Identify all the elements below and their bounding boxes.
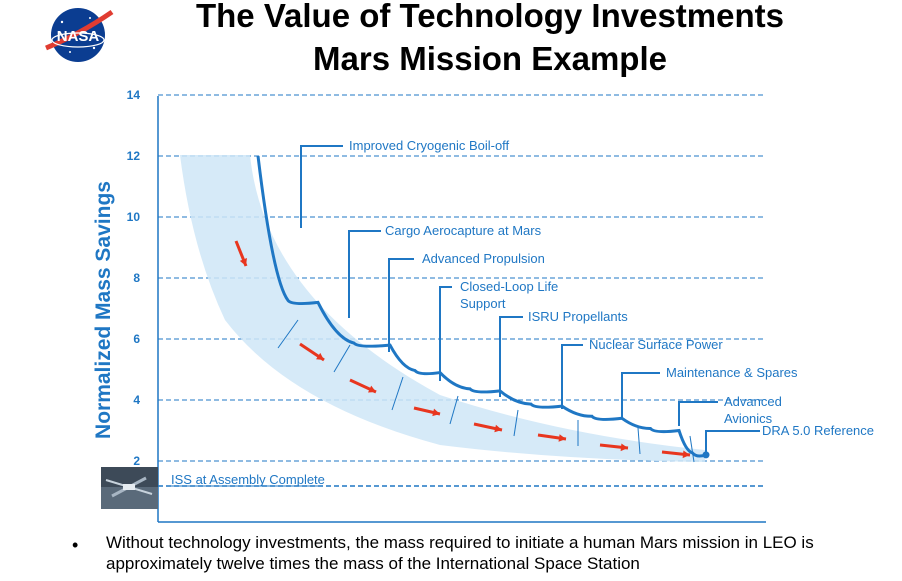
iss-reference: ISS at Assembly Complete — [101, 467, 766, 509]
logo-text: NASA — [57, 28, 100, 45]
leader-line-2 — [388, 258, 414, 352]
trend-arrow-head-1 — [316, 352, 324, 360]
iss-label: ISS at Assembly Complete — [171, 472, 325, 487]
title-line-1: The Value of Technology Investments — [195, 0, 784, 34]
trend-arrow-head-2 — [368, 385, 376, 393]
trend-band — [180, 155, 705, 462]
y-tick-14: 14 — [127, 88, 141, 102]
step-leaders — [300, 145, 760, 454]
leader-line-4 — [499, 316, 523, 397]
y-tick-labels: 2 4 6 8 10 12 14 — [127, 88, 141, 468]
y-tick-12: 12 — [127, 149, 141, 163]
step-annotations: Improved Cryogenic Boil-off Cargo Aerocap… — [349, 138, 874, 438]
band-divider-4 — [513, 409, 519, 437]
band-dividers — [277, 319, 695, 463]
band-divider-7 — [689, 435, 695, 463]
step-label-8: DRA 5.0 Reference — [762, 423, 874, 438]
leader-line-3 — [439, 286, 452, 381]
trend-arrow-head-6 — [620, 443, 628, 452]
y-tick-10: 10 — [127, 210, 141, 224]
step-label-7: Advanced Avionics — [724, 394, 782, 426]
step-label-0: Improved Cryogenic Boil-off — [349, 138, 510, 153]
trend-arrows — [234, 240, 691, 459]
trend-arrow-head-4 — [494, 424, 502, 433]
step-label-6: Maintenance & Spares — [666, 365, 798, 380]
dra-reference-point — [702, 451, 710, 459]
leader-line-1 — [348, 230, 381, 318]
y-tick-8: 8 — [133, 271, 140, 285]
y-axis-label: Normalized Mass Savings — [92, 181, 115, 439]
bullet-text: Without technology investments, the mass… — [106, 533, 814, 573]
band-divider-3 — [449, 395, 459, 425]
y-tick-6: 6 — [133, 332, 140, 346]
trend-arrow-head-5 — [558, 434, 566, 442]
trend-arrow-head-7 — [682, 450, 690, 459]
leader-line-7 — [678, 401, 718, 426]
leader-line-6 — [621, 372, 660, 418]
mass-savings-curve — [256, 155, 707, 458]
step-label-1: Cargo Aerocapture at Mars — [385, 223, 542, 238]
band-divider-1 — [333, 344, 351, 373]
band-divider-2 — [391, 376, 404, 411]
title-line-2: Mars Mission Example — [313, 40, 667, 77]
step-label-5: Nuclear Surface Power — [589, 337, 723, 352]
y-tick-2: 2 — [133, 454, 140, 468]
nasa-logo: NASA — [45, 8, 114, 62]
trend-arrow-head-3 — [432, 408, 440, 417]
leader-line-0 — [300, 145, 343, 228]
y-tick-4: 4 — [133, 393, 140, 407]
band-divider-6 — [637, 427, 641, 455]
band-divider-0 — [277, 319, 299, 349]
bullet-marker: • — [72, 535, 79, 555]
step-label-4: ISRU Propellants — [528, 309, 628, 324]
step-label-3: Closed-Loop Life Support — [460, 279, 558, 311]
step-label-2: Advanced Propulsion — [422, 251, 545, 266]
trend-arrow-head-0 — [239, 258, 247, 266]
leader-line-8 — [705, 430, 760, 454]
leader-line-5 — [561, 344, 583, 409]
